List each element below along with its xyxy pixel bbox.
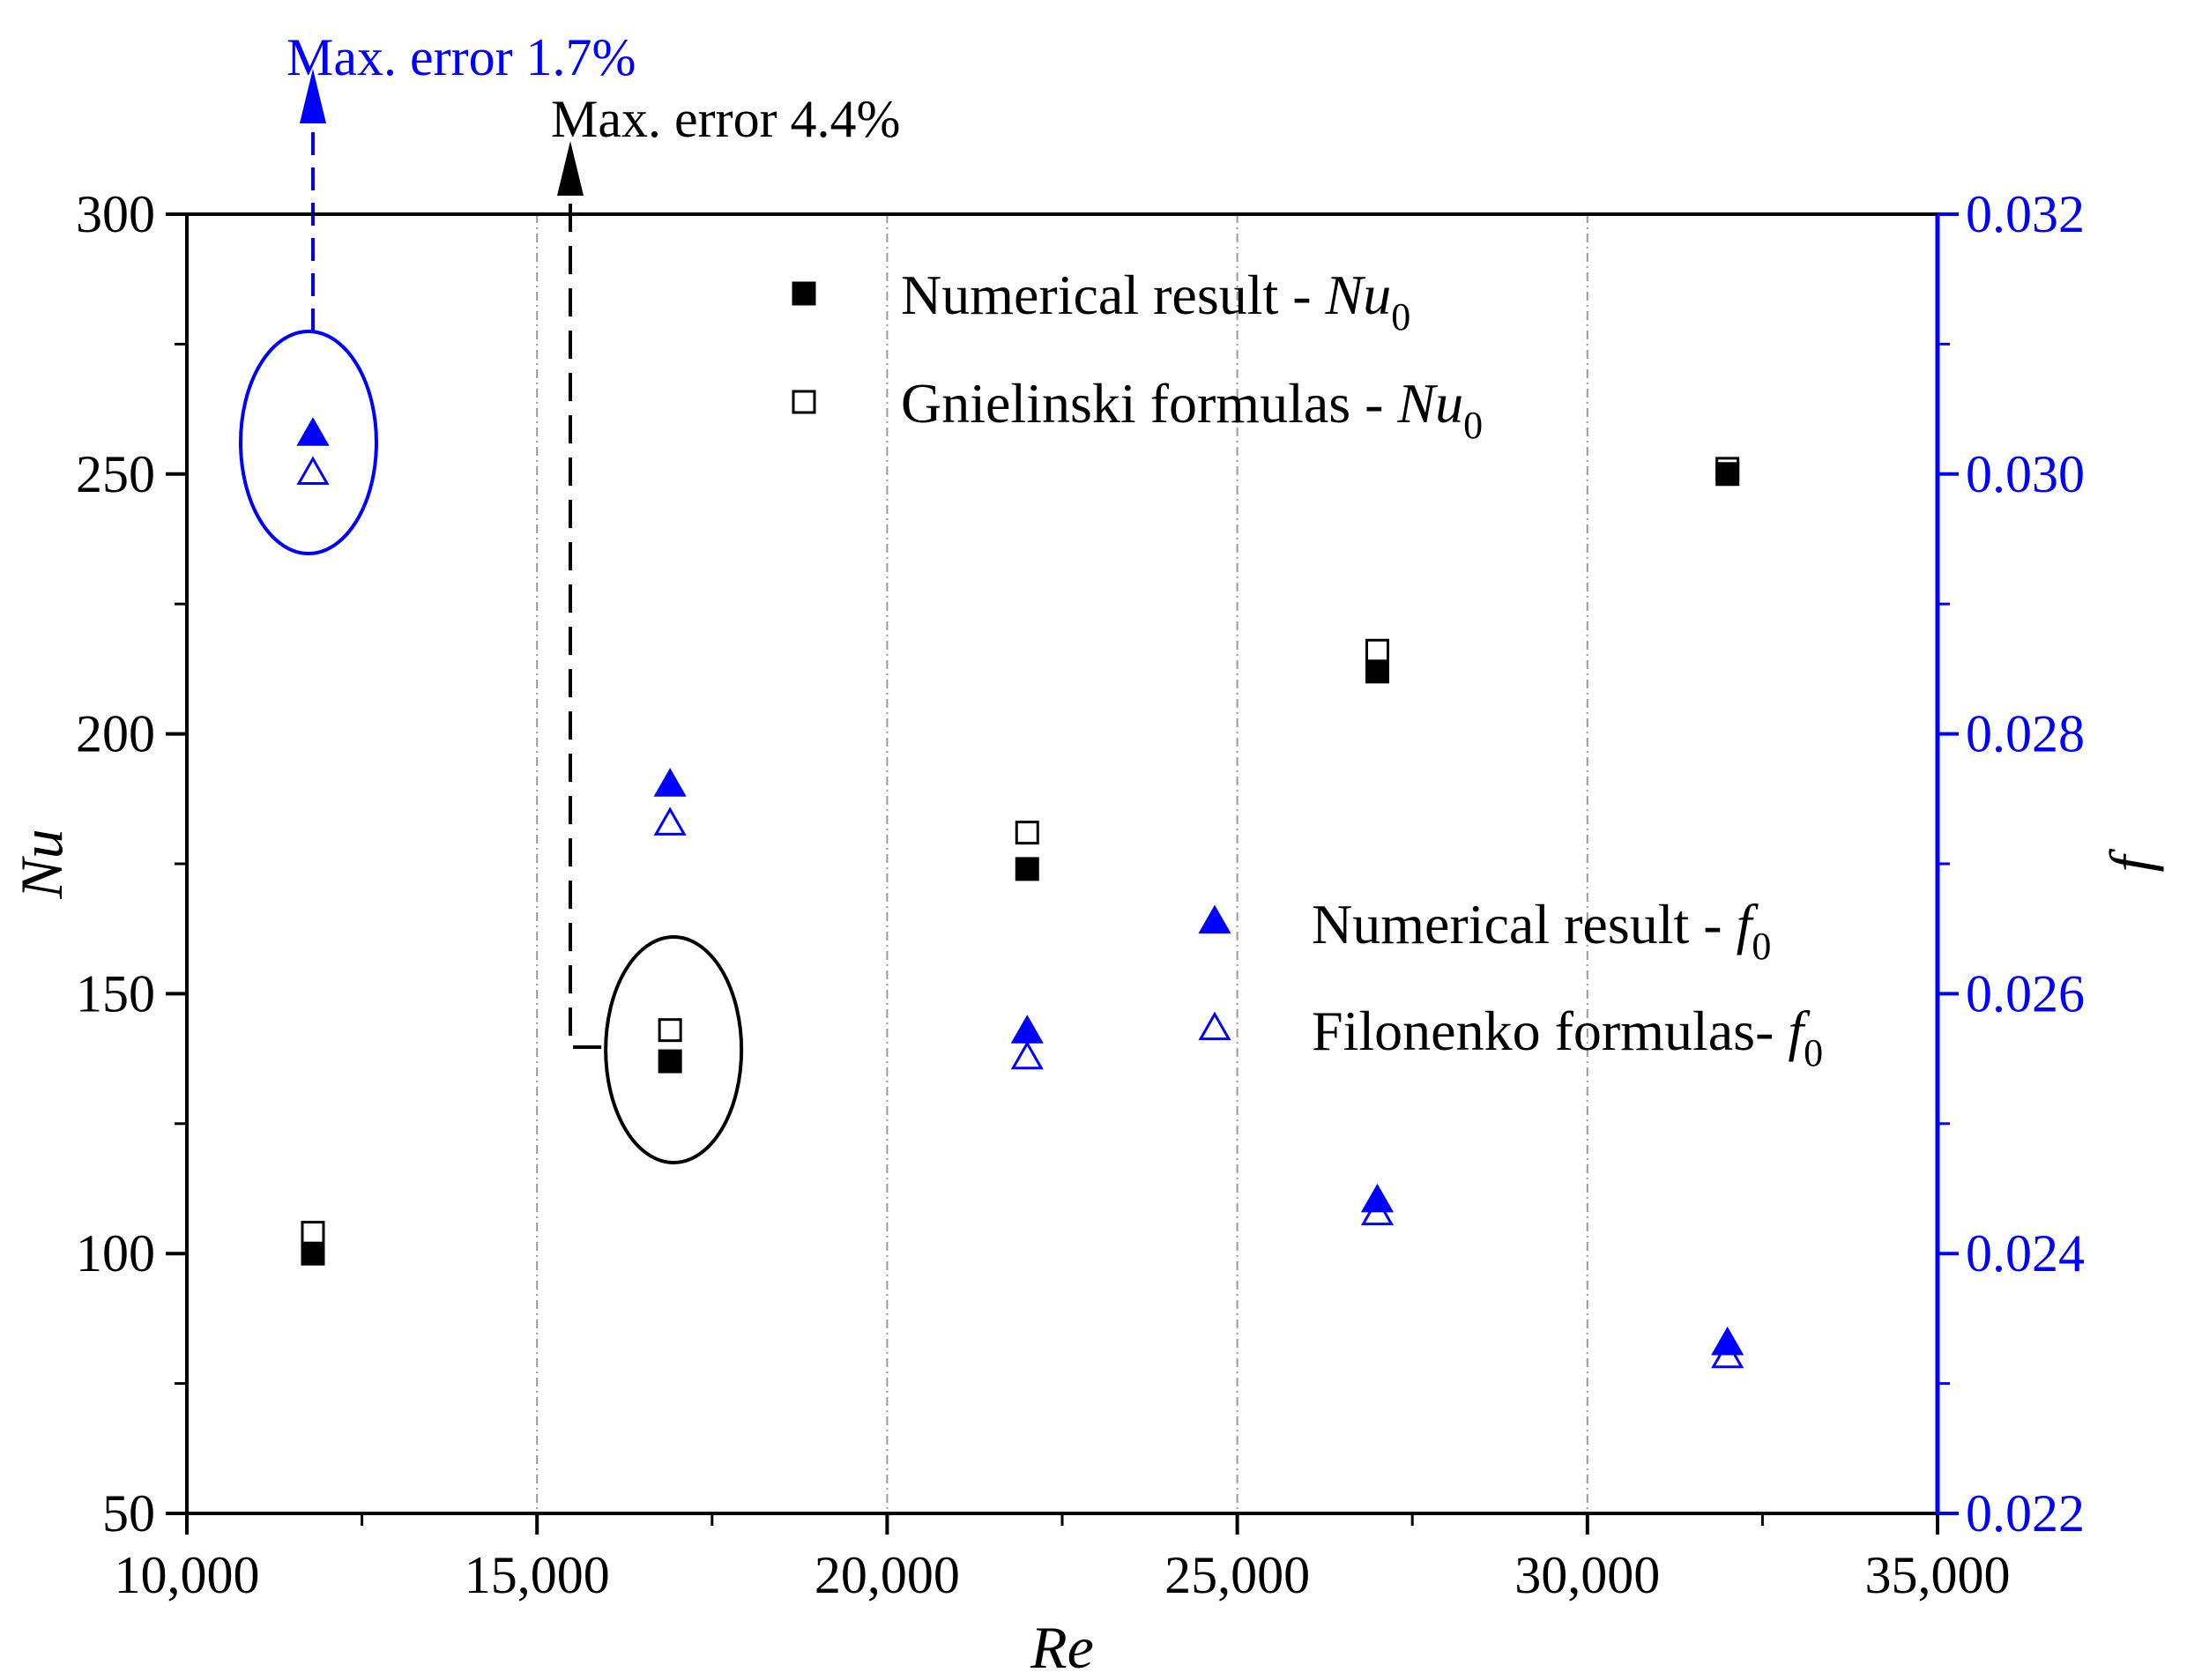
x-axis-title: Re [1030,1614,1094,1680]
legend-label-main: Numerical result - [901,264,1326,326]
y-right-axis-title: f [2097,848,2164,872]
data-point-open-triangle [1010,1040,1044,1070]
y-right-tick-label: 0.030 [1966,445,2085,503]
marker-layer [296,417,1744,1369]
data-point-open-triangle [296,456,330,485]
y-left-tick-label: 50 [102,1484,155,1542]
blue-error-ellipse [238,330,378,555]
data-point-filled-square [1715,462,1740,487]
black-error-arrow-head [557,141,584,196]
y-left-tick-label: 300 [76,185,155,243]
x-tick-label: 15,000 [465,1546,610,1604]
legend-marker [792,281,816,306]
x-tick-label: 35,000 [1865,1546,2011,1604]
data-point-open-square [1365,638,1389,663]
legend-label-main: Gnielinski formulas - [901,372,1397,435]
y-right-tick-label: 0.026 [1966,964,2085,1022]
y-left-tick-label: 100 [76,1224,155,1282]
legend-label: Numerical result - f0 [1312,893,1771,968]
legend-label-symbol: Nu [1396,372,1463,435]
black-error-label: Max. error 4.4% [551,90,901,148]
y-left-tick-label: 150 [76,964,155,1022]
y-right-tick-label: 0.024 [1966,1224,2085,1282]
grid-layer [536,214,1588,1513]
data-point-filled-triangle [1360,1183,1395,1213]
data-point-open-triangle [653,807,687,836]
black-error-ellipse [604,935,744,1164]
data-point-filled-square [1365,659,1389,684]
data-point-filled-triangle [296,417,330,446]
legend-label: Filonenko formulas- f0 [1312,1000,1823,1074]
data-point-open-square [1015,821,1039,845]
black-error-arrow-shaft [569,198,602,1049]
legend-label-subscript: 0 [1804,1031,1823,1074]
legend-label-main: Numerical result - [1312,893,1737,955]
x-tick-label: 25,000 [1164,1546,1310,1604]
x-tick-label: 30,000 [1514,1546,1660,1604]
annotation-layer: Max. error 1.7%Max. error 4.4% [238,28,901,1164]
x-tick-label: 20,000 [815,1546,960,1604]
legend-marker [1198,1011,1231,1041]
blue-error-arrow-head [299,69,326,123]
blue-error-label: Max. error 1.7% [286,28,636,86]
data-point-filled-square [1015,857,1039,881]
data-point-open-square [301,1221,325,1245]
legend-label-main: Filonenko formulas- [1312,1000,1788,1062]
data-point-filled-triangle [1711,1326,1744,1356]
y-right-tick-label: 0.022 [1966,1484,2085,1542]
data-point-filled-triangle [1010,1015,1044,1044]
legend-marker [792,390,816,414]
data-point-filled-square [658,1049,682,1074]
legend-label: Gnielinski formulas - Nu0 [901,372,1483,447]
legend-label-subscript: 0 [1391,295,1410,338]
axis-layer: 10,000 15,000 20,000 25,000 30,000 35,000 50 10… [8,185,2164,1680]
legend-label: Numerical result - Nu0 [901,264,1410,338]
x-tick-label: 10,000 [115,1546,260,1604]
y-left-tick-label: 250 [76,445,155,503]
y-left-tick-label: 200 [76,705,155,763]
y-left-axis-title: Nu [8,829,75,899]
y-right-tick-label: 0.028 [1966,705,2085,763]
legend-marker [1198,904,1231,934]
data-point-filled-square [301,1241,325,1266]
y-right-tick-label: 0.032 [1966,185,2085,243]
legend-label-subscript: 0 [1752,925,1771,968]
data-point-filled-triangle [653,768,687,797]
legend-label-symbol: Nu [1325,264,1392,326]
legend-label-subscript: 0 [1463,404,1483,447]
data-point-open-square [658,1018,682,1043]
